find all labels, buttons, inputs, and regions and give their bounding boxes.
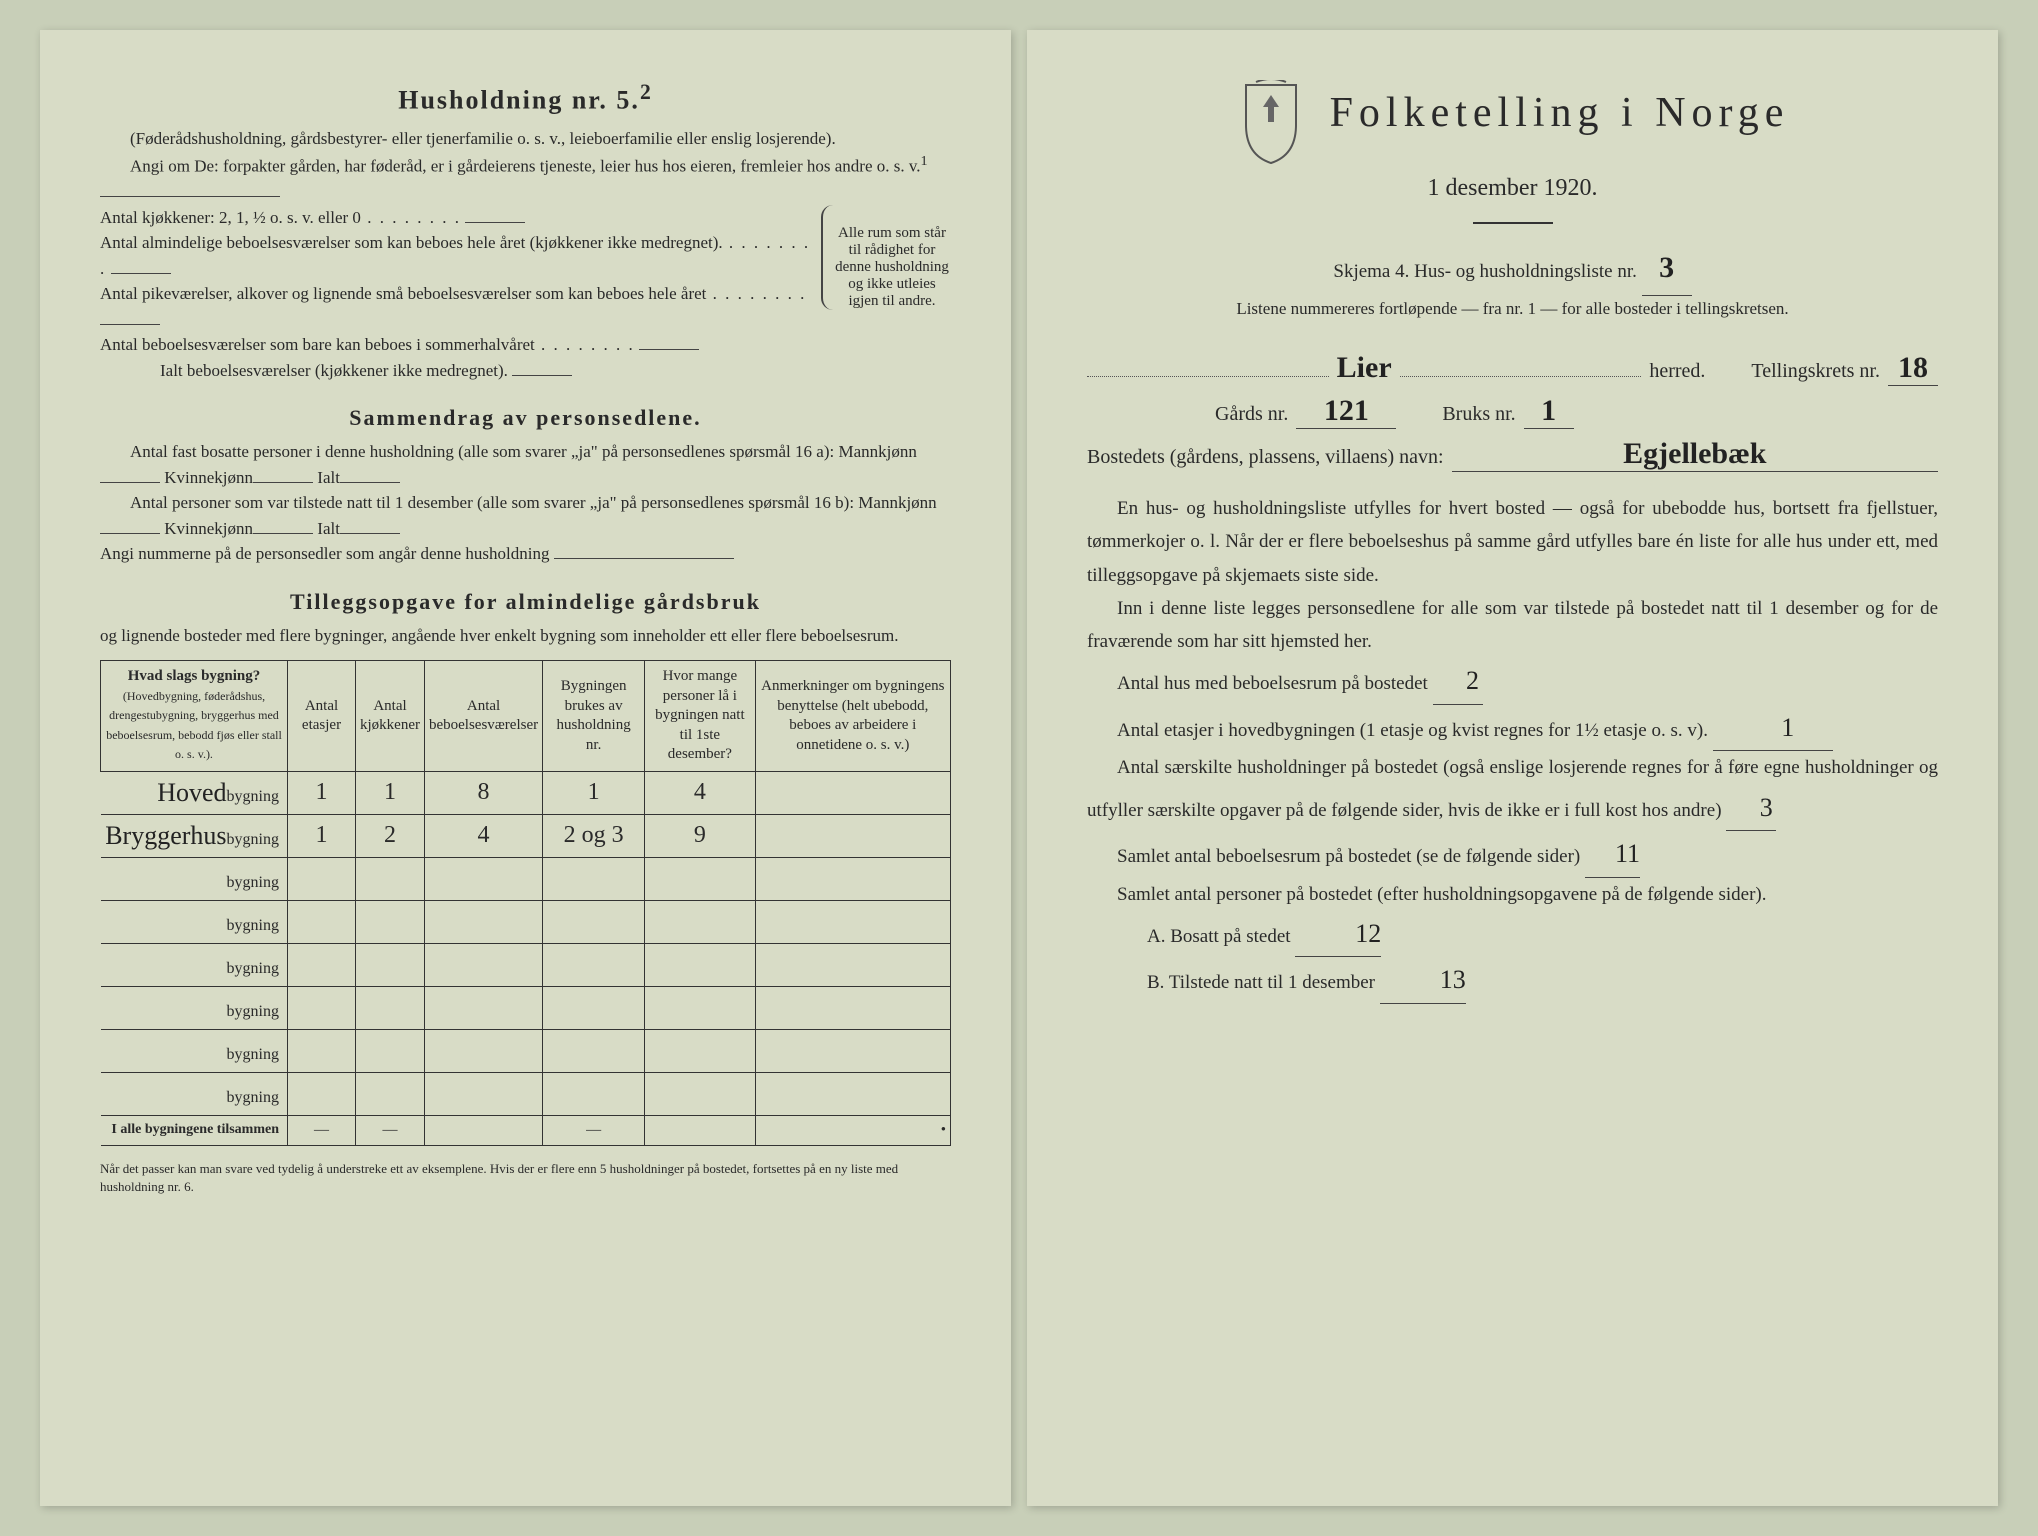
listene-note: Listene nummereres fortløpende — fra nr.… [1087, 296, 1938, 322]
bruks-nr: 1 [1524, 394, 1574, 429]
sammendrag-line-3: Angi nummerne på de personsedler som ang… [100, 541, 951, 567]
sammendrag-title: Sammendrag av personsedlene. [100, 405, 951, 431]
th-anm: Anmerkninger om bygningens benyttelse (h… [755, 661, 950, 772]
etasjer-line: Antal etasjer i hovedbygningen (1 etasje… [1087, 705, 1938, 752]
bosatt-value: 12 [1295, 911, 1381, 958]
skjema-line: Skjema 4. Hus- og husholdningsliste nr. … [1087, 242, 1938, 296]
table-row: bygning [101, 857, 951, 900]
saerskilte-line: Antal særskilte husholdninger på bostede… [1087, 751, 1938, 831]
gards-line: Gårds nr. 121 Bruks nr. 1 [1087, 394, 1938, 429]
th-personer: Hvor mange personer lå i bygningen natt … [645, 661, 756, 772]
th-brukes: Bygningen brukes av husholdning nr. [543, 661, 645, 772]
brace-text: Alle rum som står til rådighet for denne… [821, 205, 951, 310]
footnote: Når det passer kan man svare ved tydelig… [100, 1160, 951, 1196]
para-2: Inn i denne liste legges personsedlene f… [1087, 592, 1938, 659]
th-beboelse: Antal beboelsesværelser [424, 661, 542, 772]
tilstede-line: B. Tilstede natt til 1 desember 13 [1087, 957, 1938, 1004]
rooms-block: Antal kjøkkener: 2, 1, ½ o. s. v. eller … [100, 205, 951, 384]
saerskilte-value: 3 [1726, 785, 1776, 832]
divider [1473, 222, 1553, 224]
coat-of-arms-icon [1236, 80, 1306, 165]
table-row: Bryggerhusbygning1242 og 39 [101, 814, 951, 857]
rooms-line-1: Antal almindelige beboelsesværelser som … [100, 230, 813, 281]
bosted-line: Bostedets (gårdens, plassens, villaens) … [1087, 437, 1938, 472]
table-row: bygning [101, 1072, 951, 1115]
th-bygning: Hvad slags bygning?(Hovedbygning, føderå… [101, 661, 288, 772]
right-page: Folketelling i Norge 1 desember 1920. Sk… [1027, 30, 1998, 1506]
samlet-rum-value: 11 [1585, 831, 1640, 878]
sammendrag-line-1: Antal fast bosatte personer i denne hush… [100, 439, 951, 490]
tillegg-sub: og lignende bosteder med flere bygninger… [100, 623, 951, 649]
para-1: En hus- og husholdningsliste utfylles fo… [1087, 492, 1938, 592]
table-row: Hovedbygning11814 [101, 771, 951, 814]
samlet-pers-line: Samlet antal personer på bostedet (efter… [1087, 878, 1938, 911]
date: 1 desember 1920. [1087, 175, 1938, 202]
antal-hus-value: 2 [1433, 658, 1483, 705]
etasjer-value: 1 [1713, 705, 1833, 752]
tilstede-value: 13 [1380, 957, 1466, 1004]
preamble-1: (Føderådshusholdning, gårdsbestyrer- ell… [100, 126, 951, 152]
gards-nr: 121 [1296, 394, 1396, 429]
kitchens-line: Antal kjøkkener: 2, 1, ½ o. s. v. eller … [100, 205, 813, 231]
husholdning-title: Husholdning nr. 5.2 [100, 80, 951, 116]
table-row: bygning [101, 986, 951, 1029]
main-title: Folketelling i Norge [1330, 90, 1790, 136]
rooms-line-2: Antal pikeværelser, alkover og lignende … [100, 281, 813, 332]
bosted-value: Egjellebæk [1452, 437, 1938, 472]
preamble-2: Angi om De: forpakter gården, har føderå… [100, 151, 951, 205]
buildings-table: Hvad slags bygning?(Hovedbygning, føderå… [100, 660, 951, 1146]
table-header-row: Hvad slags bygning?(Hovedbygning, føderå… [101, 661, 951, 772]
rooms-line-3: Antal beboelsesværelser som bare kan beb… [100, 332, 813, 358]
table-row: bygning [101, 900, 951, 943]
tellingskrets-nr: 18 [1888, 351, 1938, 386]
th-etasjer: Antal etasjer [288, 661, 356, 772]
rooms-total: Ialt beboelsesværelser (kjøkkener ikke m… [100, 358, 813, 384]
table-row: bygning [101, 943, 951, 986]
table-total-row: I alle bygningene tilsammen ———• [101, 1115, 951, 1145]
antal-hus-line: Antal hus med beboelsesrum på bostedet 2 [1087, 658, 1938, 705]
header: Folketelling i Norge [1087, 80, 1938, 165]
table-row: bygning [101, 1029, 951, 1072]
th-kjokken: Antal kjøkkener [356, 661, 425, 772]
bosatt-line: A. Bosatt på stedet 12 [1087, 911, 1938, 958]
herred-line: Lier herred. Tellingskrets nr. 18 [1087, 351, 1938, 386]
tillegg-title: Tilleggsopgave for almindelige gårdsbruk [100, 589, 951, 615]
samlet-rum-line: Samlet antal beboelsesrum på bostedet (s… [1087, 831, 1938, 878]
sammendrag-line-2: Antal personer som var tilstede natt til… [100, 490, 951, 541]
left-page: Husholdning nr. 5.2 (Føderådshusholdning… [40, 30, 1011, 1506]
herred-value: Lier [1337, 351, 1392, 385]
